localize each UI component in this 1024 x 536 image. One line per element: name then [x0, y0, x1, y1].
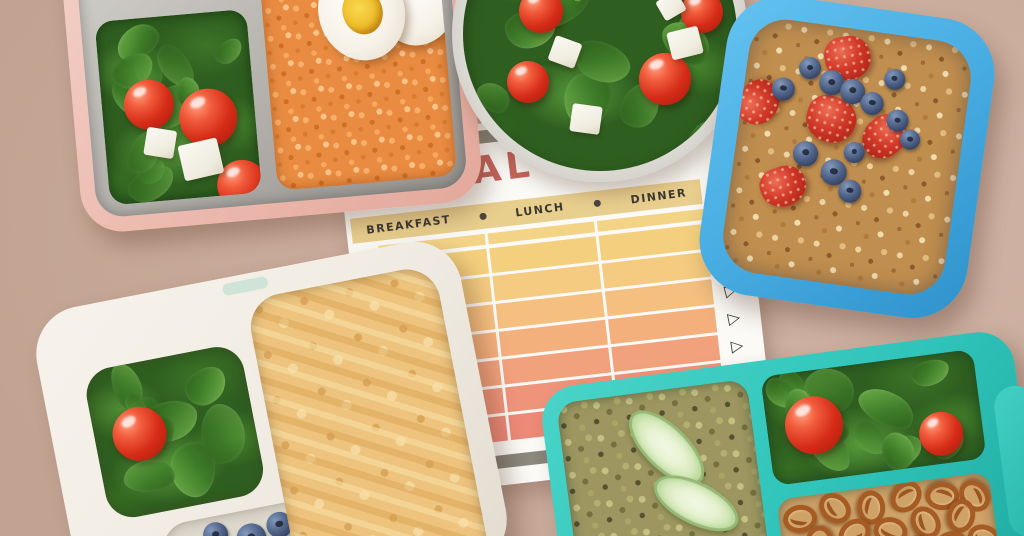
spinach-leaf — [199, 403, 247, 466]
spinach-leaf — [122, 458, 176, 493]
feta-cube — [143, 126, 178, 160]
spinach-leaf — [908, 356, 952, 390]
bowl-salad — [463, 0, 737, 171]
feta-cube — [569, 103, 603, 135]
scrambled-egg-compartment — [244, 263, 497, 536]
lid-clip — [221, 275, 269, 297]
blueberry — [201, 519, 231, 536]
column-header-dinner: DINNER — [629, 186, 688, 207]
egg-half-front — [306, 0, 418, 72]
lentils-compartment — [256, 0, 458, 191]
blue-container — [692, 0, 1002, 326]
blueberry — [791, 139, 820, 168]
blueberry — [882, 67, 907, 91]
green-lentils-compartment — [555, 378, 777, 536]
feta-cube — [177, 137, 225, 182]
separator-dot — [479, 212, 488, 221]
pretzel-compartment — [776, 471, 1003, 536]
day-checkbox: ▷ — [725, 307, 742, 329]
cherry-tomato — [639, 53, 691, 105]
blueberry — [233, 520, 269, 536]
salad-compartment — [94, 8, 262, 206]
blueberry — [898, 128, 922, 152]
column-header-breakfast: BREAKFAST — [365, 212, 452, 237]
strawberry — [754, 159, 812, 214]
white-lunchbox — [28, 233, 516, 536]
granola-bowl — [718, 14, 976, 300]
blueberry — [836, 178, 863, 204]
spinach-leaf — [210, 34, 248, 69]
day-checkbox: ▷ — [729, 335, 745, 356]
blueberry — [859, 90, 886, 117]
spinach-compartment — [81, 342, 268, 522]
separator-dot — [593, 199, 602, 208]
egg-yolk — [336, 0, 389, 40]
steel-tray — [74, 0, 469, 219]
salad-bowl — [452, 0, 748, 182]
pink-lunchbox — [58, 0, 485, 235]
column-header-lunch: LUNCH — [515, 200, 566, 220]
spinach-tomato-compartment — [760, 348, 987, 486]
cherry-tomato — [507, 61, 549, 103]
box-handle — [991, 383, 1024, 536]
